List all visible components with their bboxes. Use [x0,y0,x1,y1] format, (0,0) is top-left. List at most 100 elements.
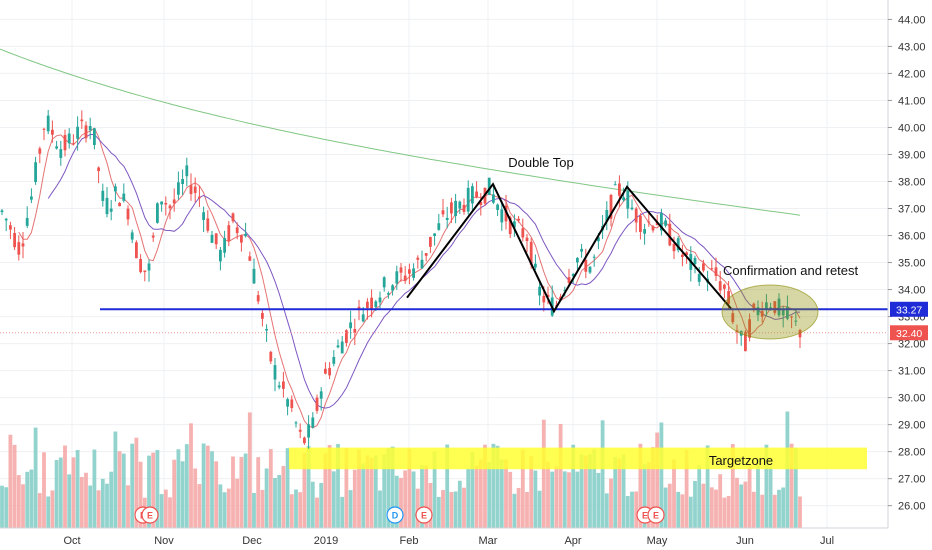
volume-bar [739,484,744,528]
event-letter: E [147,511,153,521]
volume-bar [604,493,609,528]
volume-bar [600,420,605,528]
volume-bar [579,454,584,528]
x-tick-label: Nov [154,535,174,547]
volume-bar [25,471,30,528]
candle-body [513,221,516,228]
candle-body [147,263,151,271]
candle-body [286,399,289,407]
candle-body [370,297,373,309]
volume-bar [751,491,756,528]
volume-bar [58,457,63,528]
volume-bar [504,459,508,528]
candle-body [777,298,781,316]
volume-bar [638,443,643,528]
volume-bar [672,459,676,528]
candlesticks [0,109,802,449]
y-tick-label: 42.00 [898,68,926,80]
candle-body [517,218,520,221]
candle-body [59,149,63,158]
volume-bar [88,485,93,528]
volume-bar [432,451,437,528]
candle-body [454,200,457,217]
candle-body [345,330,348,343]
candle-body [639,215,642,232]
volume-bar [676,491,681,528]
candle-body [130,232,134,240]
volume-bar [789,443,794,528]
volume-bar [273,477,277,528]
candle-body [366,301,369,309]
volume-bar [37,493,42,528]
volume-bar [214,461,219,528]
candle-body [538,286,541,296]
candle-body [38,148,42,154]
volume-bar [193,468,198,528]
candle-body [122,193,126,201]
volume-bar [394,475,399,528]
volume-bar [449,492,454,528]
price-tag [890,325,928,341]
candle-body [592,256,596,258]
volume-bar [718,474,723,528]
candle-body [433,233,436,236]
candle-body [231,213,235,222]
volume-bar [323,453,328,528]
volume-bar [42,452,46,528]
volume-bar [121,453,126,528]
candle-body [508,217,512,235]
volume-bar [33,427,38,528]
candle-body [576,257,579,263]
volume-bar [4,487,9,528]
y-tick-label: 32.00 [898,339,926,351]
x-tick-label: Feb [400,535,419,547]
candle-body [676,238,680,251]
candle-body [307,424,310,438]
volume-bar [168,497,172,528]
candle-body [685,252,688,255]
volume-bar [226,488,231,528]
volume-bar [688,496,693,528]
target-zone [289,447,867,470]
volume-bar [537,490,542,528]
volume-bar [12,444,17,528]
candle-body [244,233,247,237]
annotation-labels: Double Top Confirmation and retest Targetz… [508,155,858,468]
candle-body [718,281,722,291]
volume-bar [546,461,550,528]
candle-body [206,218,210,231]
volume-bars [0,411,802,528]
candle-body [315,397,319,411]
volume-bar [483,444,487,528]
candle-body [542,295,546,303]
event-letter: E [421,511,427,521]
volume-bar [294,489,298,528]
candle-body [143,270,147,273]
retest-ellipse [721,284,819,340]
candle-body [760,311,764,317]
x-tick-label: Mar [479,535,498,547]
candle-body [382,277,386,288]
volume-bar [735,477,739,528]
candle-body [500,209,504,223]
volume-bar [378,490,382,528]
candle-body [420,259,424,269]
volume-bar [474,465,479,528]
volume-bar [222,492,227,528]
candle-body [193,186,197,193]
volume-bar [189,423,193,528]
candle-body [672,243,676,252]
price-axis: 26.0027.0028.0029.0030.0031.0032.0033.00… [887,0,932,550]
volume-bar [726,495,731,528]
volume-bar [277,474,282,528]
candle-body [714,267,718,276]
candle-body [534,263,537,268]
volume-bar [466,468,471,528]
x-tick-label: Dec [242,535,262,547]
axis-background [888,0,932,550]
volume-bar [630,491,634,528]
candle-body [303,437,306,444]
volume-bar [205,445,210,528]
candle-body [118,202,121,207]
